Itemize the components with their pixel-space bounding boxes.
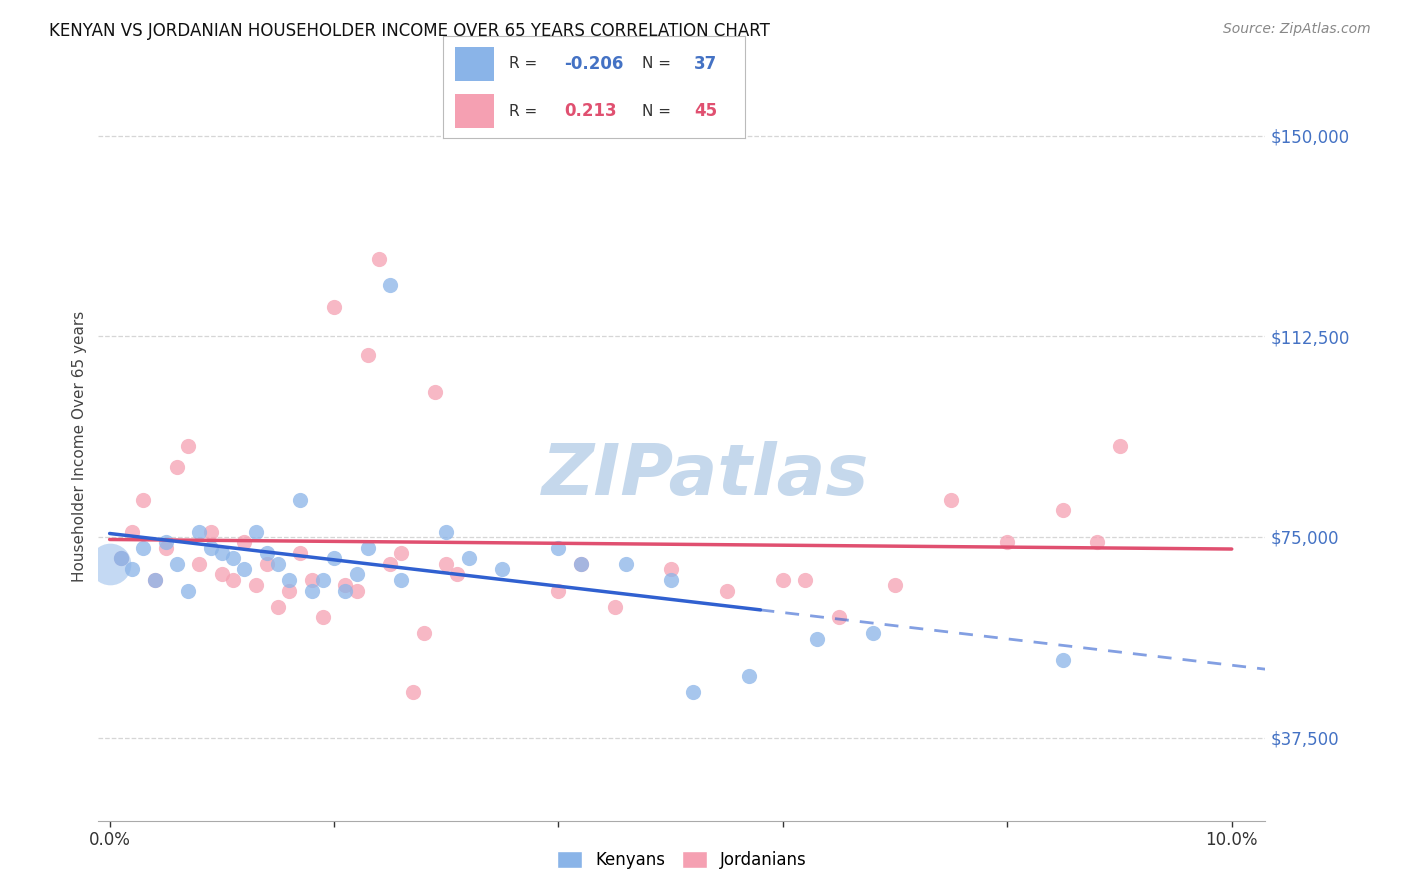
Text: N =: N =	[643, 103, 676, 119]
Point	[569, 557, 592, 571]
Point	[166, 557, 188, 571]
Point	[380, 278, 402, 293]
Point	[357, 348, 380, 362]
Point	[794, 573, 817, 587]
Point	[346, 583, 368, 598]
Point	[335, 583, 357, 598]
Point	[278, 573, 301, 587]
Point	[233, 562, 256, 576]
Point	[457, 551, 479, 566]
Point	[659, 573, 682, 587]
Point	[200, 524, 222, 539]
Point	[423, 385, 446, 400]
Point	[188, 524, 211, 539]
Text: Source: ZipAtlas.com: Source: ZipAtlas.com	[1223, 22, 1371, 37]
Point	[245, 524, 267, 539]
Point	[941, 492, 963, 507]
Bar	[456, 47, 495, 81]
Point	[884, 578, 907, 592]
Point	[335, 578, 357, 592]
Text: ZIPatlas: ZIPatlas	[541, 442, 869, 510]
Point	[1085, 535, 1108, 549]
Text: KENYAN VS JORDANIAN HOUSEHOLDER INCOME OVER 65 YEARS CORRELATION CHART: KENYAN VS JORDANIAN HOUSEHOLDER INCOME O…	[49, 22, 770, 40]
Point	[659, 562, 682, 576]
Bar	[456, 95, 495, 128]
Point	[547, 541, 569, 555]
Text: 45: 45	[693, 102, 717, 120]
Text: -0.206: -0.206	[564, 55, 623, 73]
Point	[603, 599, 626, 614]
Point	[357, 541, 380, 555]
Point	[132, 541, 155, 555]
Point	[323, 551, 346, 566]
Point	[245, 578, 267, 592]
Point	[1108, 439, 1130, 453]
Text: 0.213: 0.213	[564, 102, 616, 120]
Point	[312, 610, 335, 624]
Point	[401, 685, 423, 699]
Point	[211, 546, 233, 560]
Text: R =: R =	[509, 103, 543, 119]
Point	[806, 632, 828, 646]
Point	[1052, 503, 1074, 517]
Point	[862, 626, 884, 640]
Point	[110, 551, 132, 566]
Point	[110, 551, 132, 566]
Point	[614, 557, 637, 571]
Point	[211, 567, 233, 582]
Point	[155, 535, 177, 549]
Point	[256, 557, 278, 571]
Point	[346, 567, 368, 582]
Legend: Kenyans, Jordanians: Kenyans, Jordanians	[550, 845, 814, 876]
Text: R =: R =	[509, 56, 543, 71]
Point	[1052, 653, 1074, 667]
Point	[256, 546, 278, 560]
Point	[188, 557, 211, 571]
Y-axis label: Householder Income Over 65 years: Householder Income Over 65 years	[72, 310, 87, 582]
Point	[177, 583, 200, 598]
Point	[132, 492, 155, 507]
Point	[434, 524, 457, 539]
Point	[143, 573, 166, 587]
Point	[323, 300, 346, 314]
Point	[290, 546, 312, 560]
Point	[682, 685, 704, 699]
Point	[143, 573, 166, 587]
Point	[828, 610, 851, 624]
Point	[389, 573, 412, 587]
Point	[716, 583, 738, 598]
Point	[166, 460, 188, 475]
Point	[995, 535, 1018, 549]
Point	[772, 573, 794, 587]
Point	[267, 557, 290, 571]
Text: N =: N =	[643, 56, 676, 71]
Point	[380, 557, 402, 571]
Text: 37: 37	[693, 55, 717, 73]
Point	[446, 567, 468, 582]
Point	[412, 626, 434, 640]
Point	[155, 541, 177, 555]
Point	[98, 557, 121, 571]
Point	[389, 546, 412, 560]
Point	[569, 557, 592, 571]
Point	[177, 439, 200, 453]
Point	[368, 252, 391, 266]
Point	[200, 541, 222, 555]
Point	[222, 551, 245, 566]
Point	[301, 573, 323, 587]
Point	[222, 573, 245, 587]
Point	[267, 599, 290, 614]
Point	[233, 535, 256, 549]
Point	[121, 524, 143, 539]
Point	[290, 492, 312, 507]
Point	[312, 573, 335, 587]
Point	[121, 562, 143, 576]
Point	[547, 583, 569, 598]
Point	[491, 562, 513, 576]
Point	[434, 557, 457, 571]
Point	[738, 669, 761, 683]
Point	[301, 583, 323, 598]
Point	[278, 583, 301, 598]
